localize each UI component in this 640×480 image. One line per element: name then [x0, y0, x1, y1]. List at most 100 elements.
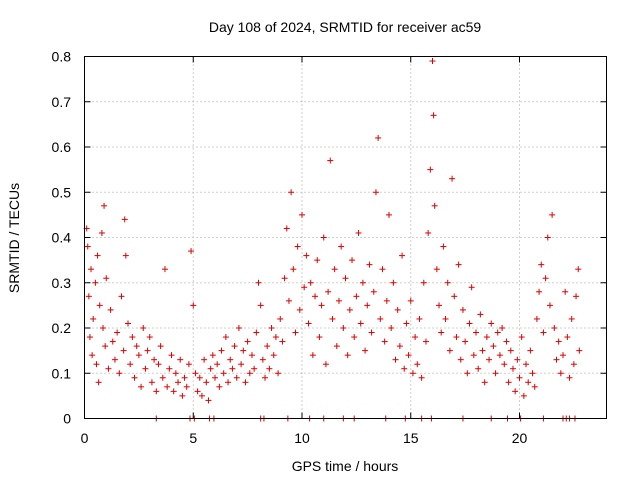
data-point — [368, 329, 375, 336]
data-point — [322, 361, 329, 368]
data-point — [455, 261, 462, 268]
y-axis-label: SRMTID / TECUs — [6, 183, 22, 293]
data-point — [212, 374, 218, 381]
data-point — [290, 266, 297, 273]
data-point — [396, 343, 403, 350]
data-point — [501, 361, 508, 368]
data-point — [576, 347, 583, 354]
y-tick-label: 0.4 — [52, 230, 72, 246]
data-point — [159, 374, 166, 381]
data-point — [318, 302, 325, 309]
data-point — [390, 279, 397, 286]
data-point — [88, 266, 95, 273]
data-point — [296, 306, 303, 313]
data-point — [573, 293, 580, 300]
data-point — [188, 248, 195, 255]
y-tick-label: 0 — [63, 411, 71, 427]
data-point — [98, 229, 105, 236]
data-point — [198, 392, 205, 399]
data-point — [499, 325, 506, 331]
data-point — [325, 288, 332, 295]
data-point — [486, 356, 493, 363]
data-point — [429, 58, 436, 65]
data-point — [370, 288, 377, 295]
data-point — [505, 379, 512, 386]
data-point — [214, 361, 221, 368]
data-point — [85, 293, 92, 300]
data-point — [496, 352, 503, 359]
data-point — [133, 343, 140, 350]
data-point — [122, 252, 129, 259]
data-point — [516, 374, 523, 381]
data-point — [201, 356, 208, 363]
data-point — [420, 279, 427, 286]
data-point — [353, 293, 360, 300]
data-point — [222, 334, 229, 341]
data-point — [492, 370, 499, 377]
data-point — [533, 315, 540, 322]
data-point — [277, 315, 284, 322]
data-point — [168, 352, 175, 359]
data-point — [196, 374, 203, 381]
data-point — [107, 306, 114, 313]
data-point — [427, 166, 434, 173]
data-point — [281, 275, 288, 282]
data-point — [372, 189, 379, 196]
data-point — [327, 157, 334, 164]
data-point — [562, 288, 569, 295]
data-point — [248, 352, 255, 359]
data-point — [555, 338, 562, 345]
data-point — [477, 311, 484, 318]
data-point — [483, 334, 490, 341]
y-tick-labels: 0 0.1 0.2 0.3 0.4 0.5 0.6 0.7 0.8 — [52, 49, 72, 427]
data-point — [240, 347, 247, 354]
data-point — [95, 379, 102, 386]
data-point — [570, 361, 577, 368]
data-point — [138, 383, 145, 390]
x-tick-label: 10 — [294, 430, 310, 446]
data-point — [351, 334, 358, 341]
data-point — [262, 374, 269, 381]
data-point — [218, 347, 225, 354]
data-point — [468, 284, 475, 291]
data-point — [253, 329, 260, 336]
data-point — [392, 356, 399, 363]
data-point — [459, 306, 466, 313]
data-point — [553, 356, 560, 363]
x-tick-label: 20 — [512, 430, 528, 446]
data-point — [92, 279, 99, 286]
data-point — [403, 320, 410, 327]
data-point — [155, 361, 162, 368]
data-point — [540, 329, 547, 336]
data-point — [544, 234, 551, 241]
data-point — [560, 352, 566, 359]
data-point — [525, 379, 532, 386]
data-point — [340, 325, 347, 331]
data-point — [312, 293, 319, 300]
data-point — [405, 352, 412, 359]
data-point — [473, 329, 479, 336]
data-point — [464, 370, 471, 377]
data-point — [531, 383, 538, 390]
data-point — [538, 261, 545, 268]
x-tick-label: 0 — [81, 430, 89, 446]
data-point — [120, 347, 127, 354]
data-point — [118, 293, 125, 300]
y-tick-label: 0.5 — [52, 184, 72, 200]
plot-frame — [84, 56, 607, 419]
data-point — [301, 284, 308, 291]
data-point — [412, 334, 419, 341]
chart-title: Day 108 of 2024, SRMTID for receiver ac5… — [209, 19, 482, 35]
data-point — [142, 365, 149, 372]
data-point — [527, 347, 534, 354]
data-point — [288, 189, 295, 196]
data-point — [333, 343, 340, 350]
data-point — [216, 383, 223, 390]
x-tick-label: 15 — [403, 430, 419, 446]
y-tick-label: 0.1 — [52, 365, 72, 381]
data-point — [344, 352, 351, 359]
data-point — [140, 325, 147, 331]
data-point — [449, 175, 456, 182]
y-tick-label: 0.3 — [52, 275, 72, 291]
data-point — [381, 338, 388, 345]
